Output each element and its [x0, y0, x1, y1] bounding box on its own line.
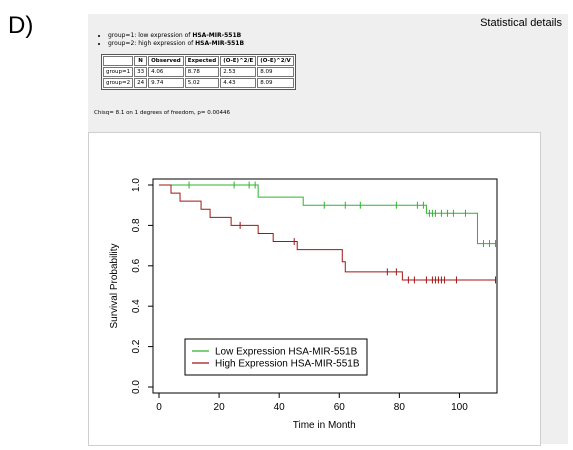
group-2-name: HSA-MIR-551B	[195, 40, 245, 47]
table-cell: 2.53	[220, 67, 257, 77]
y-tick-label: 0.8	[131, 218, 142, 232]
y-tick-label: 0.4	[131, 299, 142, 313]
x-tick-label: 0	[156, 402, 162, 413]
group-definition-1: group=1: low expression of HSA-MIR-551B	[108, 32, 244, 40]
legend-label: High Expression HSA-MIR-551B	[215, 359, 360, 370]
table-cell: 4.43	[220, 78, 257, 88]
table-row: group=1 33 4.06 8.78 2.53 8.09	[103, 67, 294, 77]
x-axis-label: Time in Month	[293, 420, 356, 431]
table-cell: 5.02	[184, 78, 220, 88]
y-tick-label: 0.2	[131, 339, 142, 353]
group-1-name: HSA-MIR-551B	[192, 32, 242, 39]
group-1-prefix: group=1: low expression of	[108, 32, 193, 39]
statistics-frame: Statistical details group=1: low express…	[88, 14, 568, 446]
group-definitions: group=1: low expression of HSA-MIR-551B …	[94, 32, 244, 48]
table-cell: 9.74	[148, 78, 184, 88]
x-tick-label: 40	[274, 402, 286, 413]
series-line-1	[159, 184, 496, 245]
table-cell: group=1	[103, 67, 134, 77]
logrank-table: N Observed Expected (O-E)^2/E (O-E)^2/V …	[101, 54, 296, 90]
table-header-cell: N	[134, 56, 148, 66]
table-cell: 8.78	[184, 67, 220, 77]
table-row: group=2 24 9.74 5.02 4.43 8.09	[103, 78, 294, 88]
y-tick-label: 0.0	[131, 380, 142, 394]
table-header-cell	[103, 56, 134, 66]
x-tick-label: 20	[214, 402, 226, 413]
survival-chart: 0 20 40 60 80 100 0.0 0.2 0.4 0.6 0.8 1.0 Time in Mo…	[109, 178, 498, 431]
table-cell: 8.09	[257, 78, 294, 88]
series-line-2	[159, 184, 496, 281]
x-tick-label: 100	[451, 402, 468, 413]
group-definition-2: group=2: high expression of HSA-MIR-551B	[108, 40, 244, 48]
chisq-summary: Chisq= 8.1 on 1 degrees of freedom, p= 0…	[94, 110, 230, 116]
legend-box	[184, 338, 368, 376]
table-header-cell: Observed	[148, 56, 184, 66]
table-cell: group=2	[103, 78, 134, 88]
panel-label: D)	[8, 12, 34, 39]
table-header-cell: (O-E)^2/E	[220, 56, 257, 66]
y-tick-label: 0.6	[131, 258, 142, 272]
x-tick-label: 80	[394, 402, 406, 413]
group-2-prefix: group=2: high expression of	[108, 40, 196, 47]
table-cell: 8.09	[257, 67, 294, 77]
table-cell: 4.06	[148, 67, 184, 77]
table-cell: 24	[134, 78, 148, 88]
y-tick-label: 1.0	[131, 178, 142, 192]
survival-plot-box: 0 20 40 60 80 100 0.0 0.2 0.4 0.6 0.8 1.0 Time in Mo…	[88, 132, 541, 446]
table-header-row: N Observed Expected (O-E)^2/E (O-E)^2/V	[103, 56, 294, 66]
legend-label: Low Expression HSA-MIR-551B	[215, 347, 358, 358]
y-axis-label: Survival Probability	[109, 243, 120, 328]
statistical-details-label: Statistical details	[480, 17, 562, 29]
table-header-cell: Expected	[184, 56, 220, 66]
table-cell: 33	[134, 67, 148, 77]
table-header-cell: (O-E)^2/V	[257, 56, 294, 66]
x-tick-label: 60	[334, 402, 346, 413]
